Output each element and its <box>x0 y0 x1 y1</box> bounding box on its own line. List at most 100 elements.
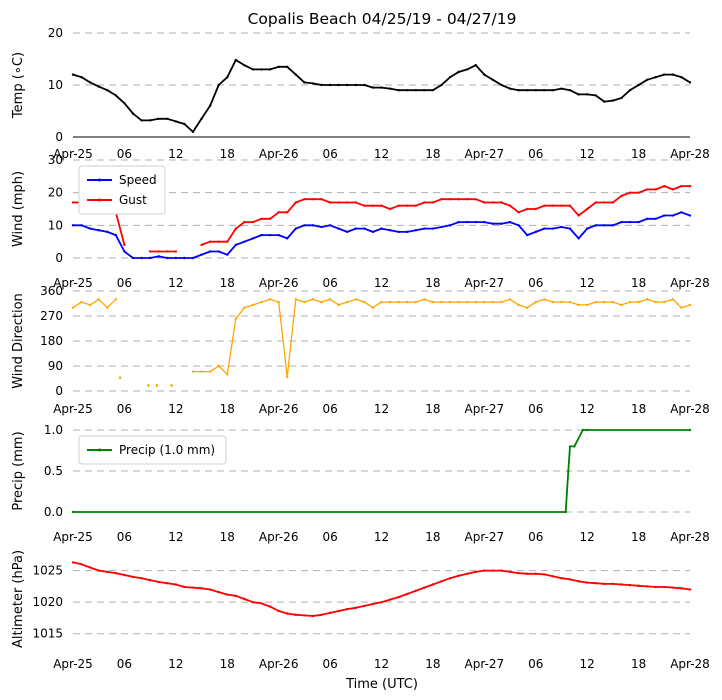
data-point <box>500 83 503 87</box>
data-point <box>97 229 100 232</box>
data-point <box>680 306 683 309</box>
data-point <box>585 581 589 584</box>
y-tick-label: 10 <box>48 218 63 232</box>
data-point <box>388 207 392 211</box>
data-point <box>388 229 392 232</box>
data-point <box>354 606 357 610</box>
data-point <box>106 230 109 234</box>
data-point <box>568 445 572 448</box>
data-point <box>88 227 92 230</box>
data-point <box>457 300 460 304</box>
data-point <box>491 201 495 204</box>
data-point <box>688 303 692 307</box>
data-point <box>346 83 349 87</box>
data-point <box>131 256 135 260</box>
data-point <box>157 255 160 258</box>
data-point <box>277 211 280 214</box>
data-point <box>474 300 477 304</box>
x-tick-label: 06 <box>528 147 543 161</box>
data-point <box>663 214 666 217</box>
data-point <box>174 120 178 123</box>
data-point <box>585 93 589 96</box>
data-point <box>311 82 315 85</box>
data-point <box>440 198 443 201</box>
data-point <box>594 201 597 204</box>
data-point <box>260 217 263 220</box>
data-point <box>654 217 657 220</box>
x-tick-label: 18 <box>220 530 235 544</box>
y-tick-label: 1025 <box>32 564 63 578</box>
data-point <box>363 604 366 608</box>
data-point <box>680 184 683 188</box>
data-point <box>311 298 315 301</box>
x-tick-label: 12 <box>580 147 595 161</box>
data-point <box>440 580 443 583</box>
data-point <box>517 89 520 92</box>
x-tick-label: 12 <box>168 147 183 161</box>
data-point <box>147 384 150 387</box>
data-point <box>380 600 383 604</box>
data-point <box>551 89 555 92</box>
data-point <box>431 89 435 92</box>
data-point <box>564 510 567 514</box>
data-point <box>423 227 426 230</box>
data-point <box>671 298 675 301</box>
data-point <box>166 250 169 253</box>
data-point <box>226 593 229 596</box>
data-point <box>71 73 75 76</box>
data-point <box>491 300 495 304</box>
data-point <box>303 81 306 84</box>
data-point <box>508 570 512 574</box>
data-point <box>268 233 272 237</box>
data-point <box>303 198 306 201</box>
x-tick-label: 12 <box>374 276 389 290</box>
data-point <box>371 230 375 234</box>
y-tick-label: 0 <box>55 130 63 144</box>
data-point <box>71 510 75 514</box>
data-point <box>114 298 118 301</box>
series-line-wind-1 <box>73 185 690 253</box>
data-point <box>688 588 692 591</box>
data-point <box>71 224 75 227</box>
x-tick-label: 18 <box>425 530 440 544</box>
x-tick-label: Apr-28 <box>670 530 710 544</box>
x-tick-label: 18 <box>425 402 440 416</box>
data-point <box>543 204 546 207</box>
data-point <box>431 300 435 304</box>
data-point <box>577 303 580 307</box>
y-tick-label: 20 <box>48 186 63 200</box>
data-point <box>474 198 477 201</box>
data-point <box>637 191 640 194</box>
data-point <box>97 298 100 301</box>
data-point <box>174 250 178 253</box>
x-tick-label: 18 <box>425 657 440 671</box>
data-point <box>354 201 357 204</box>
x-tick-label: Apr-28 <box>670 147 710 161</box>
data-point <box>320 83 323 87</box>
data-point <box>611 99 615 102</box>
data-point <box>611 582 615 586</box>
data-point <box>483 73 486 76</box>
data-point <box>508 298 512 301</box>
data-point <box>380 204 383 207</box>
x-tick-label: 12 <box>168 530 183 544</box>
data-point <box>637 584 640 587</box>
data-point <box>260 68 263 71</box>
data-point <box>448 224 452 227</box>
x-tick-label: 18 <box>631 147 646 161</box>
data-point <box>517 211 520 214</box>
data-point <box>457 574 460 577</box>
y-tick-label: 20 <box>48 26 63 40</box>
x-tick-label: 06 <box>322 530 337 544</box>
data-point <box>423 89 426 92</box>
data-point <box>517 224 520 227</box>
figure-title: Copalis Beach 04/25/19 - 04/27/19 <box>248 10 517 28</box>
data-point <box>474 64 477 67</box>
data-point <box>594 300 597 304</box>
y-tick-label: 30 <box>48 153 63 167</box>
panel-wind: 0 10 20 30 Apr-25 06 12 18 Apr-26 06 12 18 Apr-27 06 1… <box>11 153 710 290</box>
data-point <box>268 605 272 608</box>
data-point <box>654 585 657 589</box>
data-point <box>71 306 75 309</box>
data-point <box>243 64 246 67</box>
